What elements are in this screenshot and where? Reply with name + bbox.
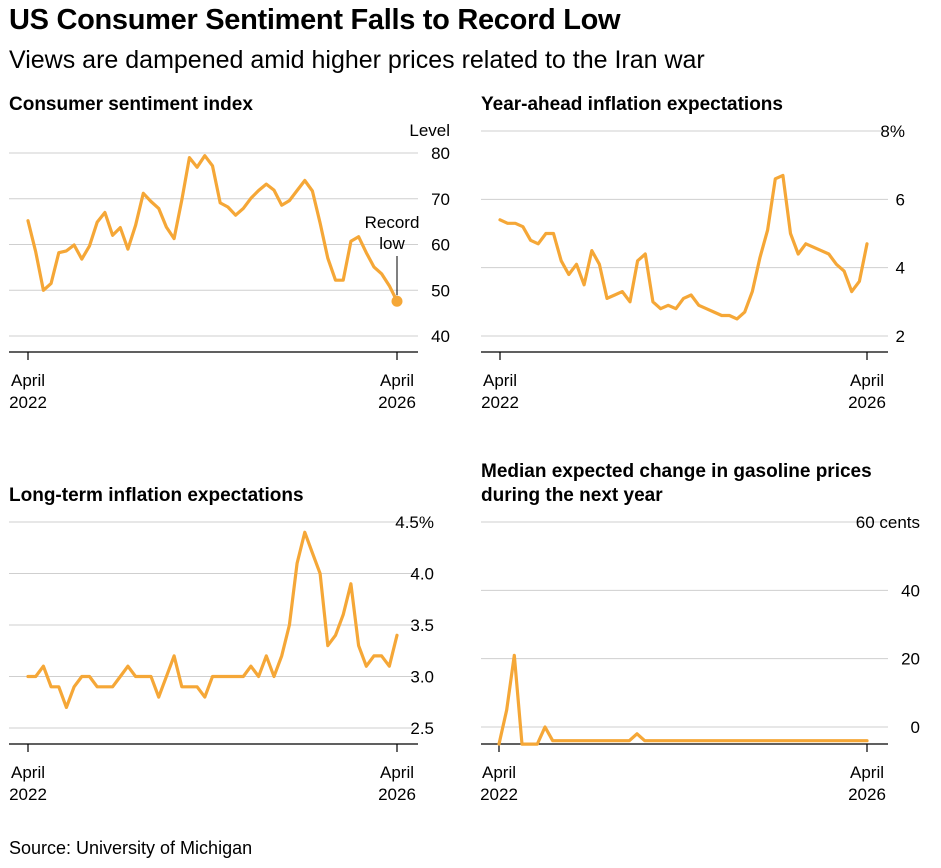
y-tick-label: 0 [911, 718, 920, 737]
panel-title: Median expected change in gasoline price… [481, 461, 872, 482]
x-tick-label: 2022 [481, 393, 519, 412]
y-tick-label: 70 [431, 190, 450, 209]
y-tick-label: 4.5% [395, 513, 434, 532]
page-subtitle: Views are dampened amid higher prices re… [9, 46, 705, 74]
y-tick-label: 4.0 [410, 565, 434, 584]
x-tick-label: April [11, 371, 45, 390]
annotation-label: low [379, 234, 405, 253]
end-point-marker [391, 295, 403, 307]
y-tick-label: 3.0 [410, 668, 434, 687]
panel-title: Consumer sentiment index [9, 94, 253, 115]
x-tick-label: 2026 [848, 785, 886, 804]
y-tick-label: 2.5 [410, 719, 434, 738]
y-tick-label: 80 [431, 144, 450, 163]
x-tick-label: April [380, 763, 414, 782]
annotation-label: Record [365, 213, 420, 232]
x-tick-label: April [483, 371, 517, 390]
y-tick-label: 40 [431, 327, 450, 346]
series-line [26, 530, 399, 710]
y-tick-label: 4 [896, 259, 905, 278]
x-tick-label: 2022 [480, 785, 518, 804]
y-tick-label: 3.5 [410, 616, 434, 635]
x-tick-label: 2026 [848, 393, 886, 412]
y-tick-label: 6 [896, 190, 905, 209]
y-tick-label: 20 [901, 650, 920, 669]
y-tick-label: 60 cents [856, 513, 920, 532]
panel-title: Year-ahead inflation expectations [481, 94, 783, 115]
y-tick-label: 8% [880, 122, 905, 141]
panel-title: during the next year [481, 485, 663, 506]
x-tick-label: 2022 [9, 785, 47, 804]
y-axis-unit-label: Level [409, 121, 450, 140]
series-line [498, 173, 869, 321]
y-tick-label: 2 [896, 327, 905, 346]
y-tick-label: 60 [431, 236, 450, 255]
series-line [497, 653, 869, 746]
y-tick-label: 40 [901, 581, 920, 600]
x-tick-label: April [850, 371, 884, 390]
x-tick-label: 2026 [378, 393, 416, 412]
series-line [26, 154, 399, 303]
x-tick-label: April [850, 763, 884, 782]
panel-title: Long-term inflation expectations [9, 485, 304, 506]
source-note: Source: University of Michigan [9, 838, 253, 858]
page-title: US Consumer Sentiment Falls to Record Lo… [9, 4, 621, 36]
x-tick-label: April [380, 371, 414, 390]
x-tick-label: 2022 [9, 393, 47, 412]
x-tick-label: April [482, 763, 516, 782]
y-tick-label: 50 [431, 281, 450, 300]
x-tick-label: 2026 [378, 785, 416, 804]
x-tick-label: April [11, 763, 45, 782]
